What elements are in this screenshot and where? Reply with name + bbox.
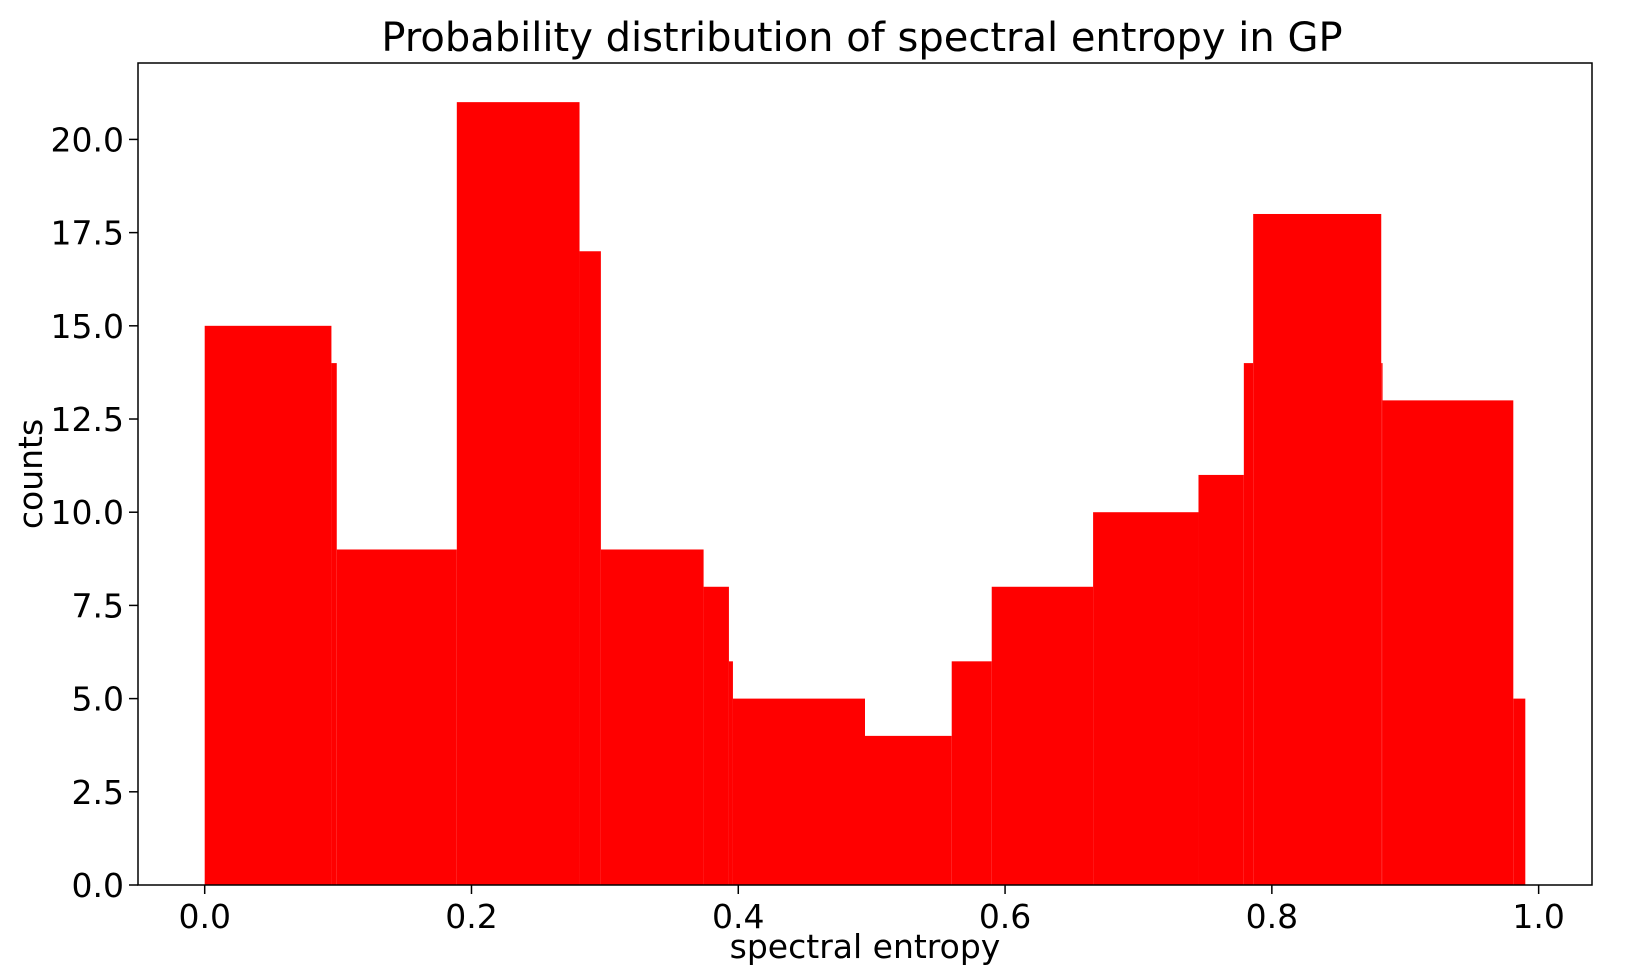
y-tick-label: 7.5 — [72, 586, 124, 625]
histogram-bar — [579, 251, 601, 885]
x-tick-label: 0.2 — [445, 897, 497, 936]
histogram-bar — [728, 661, 733, 885]
y-tick-label: 10.0 — [51, 493, 124, 532]
histogram-bar — [331, 363, 337, 886]
x-tick-label: 1.0 — [1512, 897, 1564, 936]
y-tick-label: 20.0 — [51, 120, 124, 159]
histogram-bar — [732, 698, 865, 885]
x-tick-label: 0.6 — [979, 897, 1031, 936]
y-tick-label: 0.0 — [72, 866, 124, 905]
histogram-bar — [703, 586, 729, 885]
histogram-bar — [865, 735, 952, 885]
chart-title: Probability distribution of spectral ent… — [381, 15, 1342, 61]
y-tick-label: 12.5 — [51, 400, 124, 439]
histogram-bar — [951, 661, 992, 885]
histogram-bar — [1198, 474, 1244, 885]
y-axis-label: counts — [11, 419, 50, 529]
y-axis: 0.0 2.5 5.0 7.5 10.0 12.5 15.0 17.5 20.0 — [51, 120, 138, 905]
histogram-bar — [1381, 363, 1383, 886]
x-axis: 0.0 0.2 0.4 0.6 0.8 1.0 — [178, 885, 1565, 936]
x-axis-label: spectral entropy — [730, 927, 1001, 966]
histogram-bar — [600, 549, 704, 885]
histogram-bar — [1382, 400, 1514, 885]
x-tick-label: 0.8 — [1246, 897, 1298, 936]
histogram-bar — [1253, 213, 1382, 886]
bars-layer — [204, 102, 1526, 886]
histogram-bar — [456, 102, 580, 885]
histogram-bar — [204, 325, 332, 885]
histogram-bar — [991, 586, 1094, 885]
plot-frame — [137, 62, 1593, 886]
histogram-bar — [336, 549, 457, 885]
y-tick-label: 17.5 — [51, 214, 124, 253]
histogram-bar — [1243, 363, 1254, 886]
x-tick-label: 0.0 — [178, 897, 230, 936]
y-tick-label: 5.0 — [72, 680, 124, 719]
histogram-bar — [1093, 512, 1199, 885]
y-tick-label: 15.0 — [51, 307, 124, 346]
histogram-bar — [1513, 698, 1526, 885]
y-tick-label: 2.5 — [72, 773, 124, 812]
x-tick-label: 0.4 — [712, 897, 764, 936]
